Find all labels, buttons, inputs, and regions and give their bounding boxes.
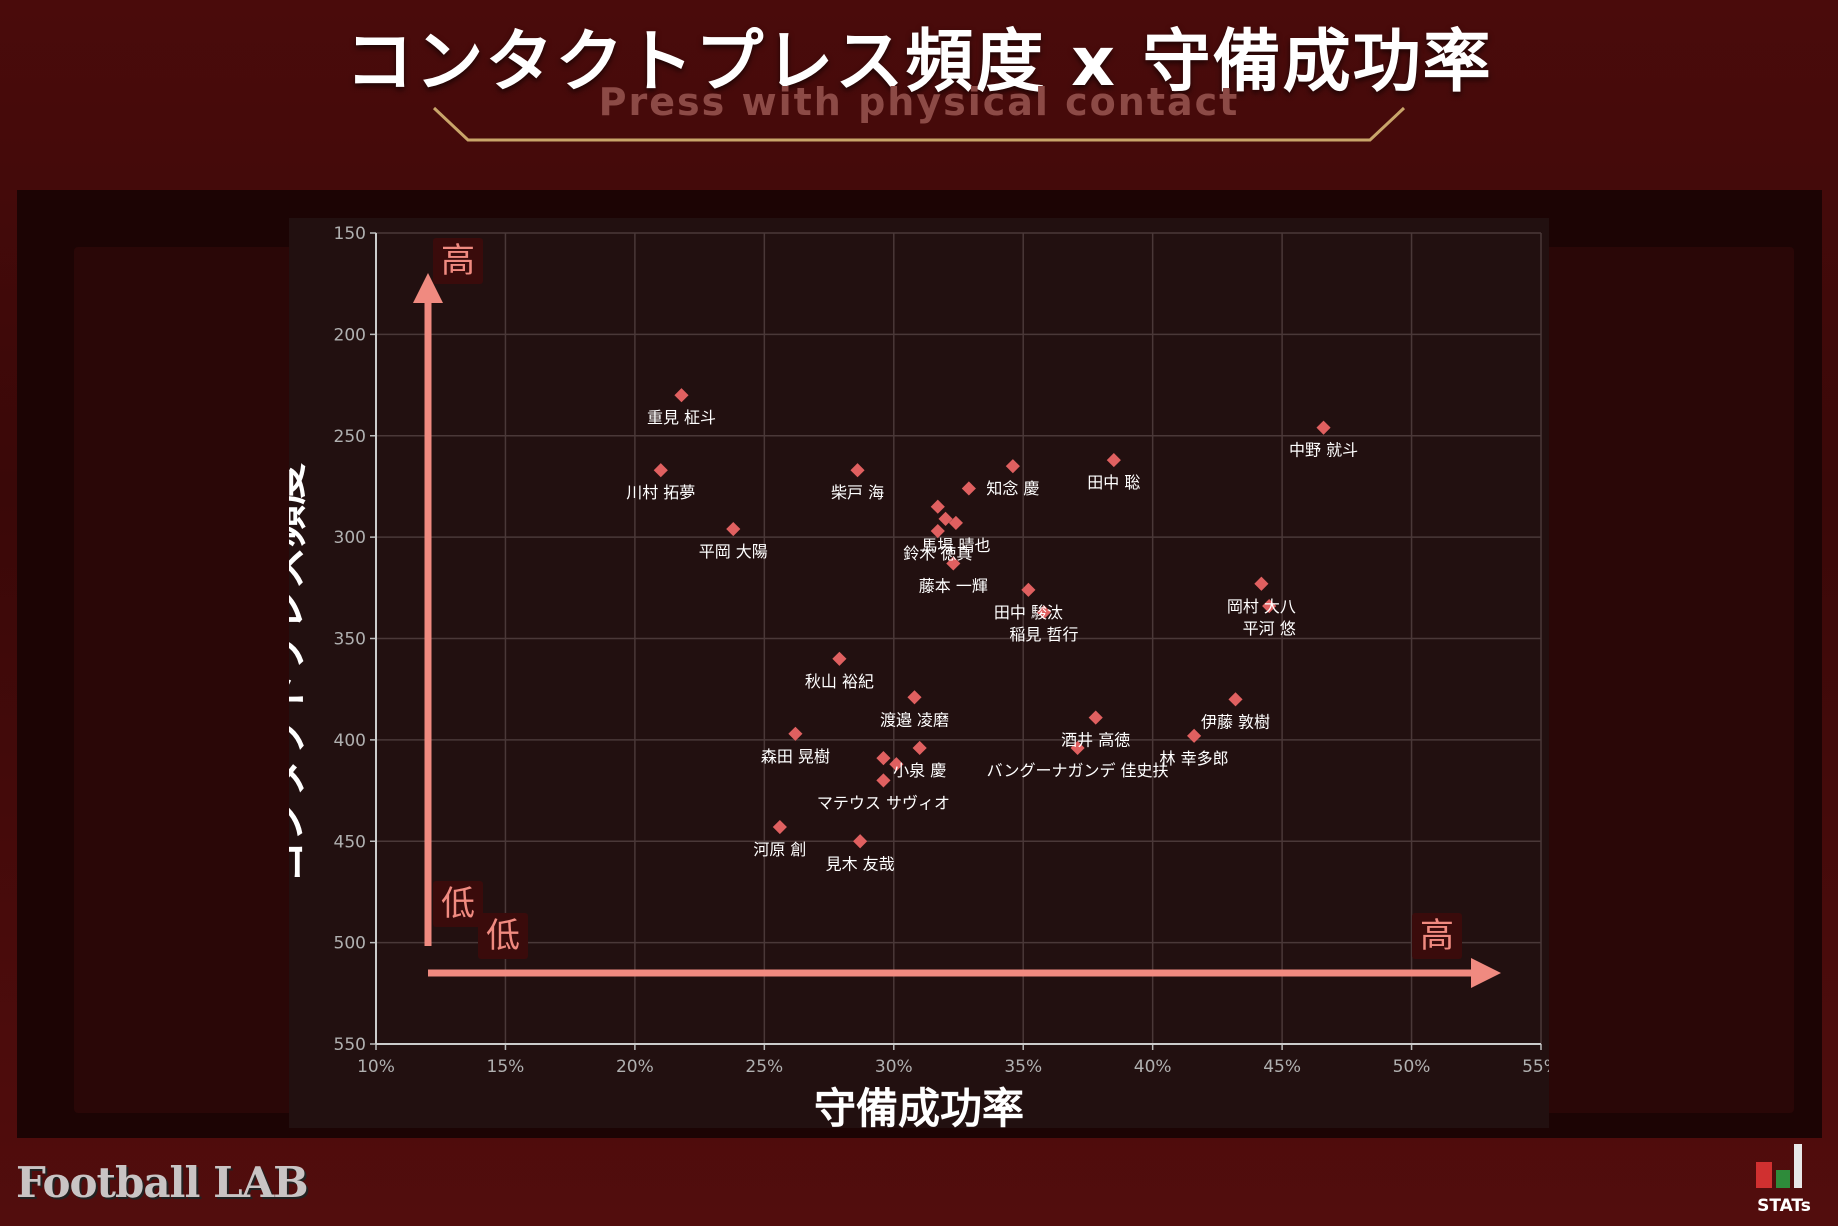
- x-tick-label: 45%: [1263, 1057, 1301, 1077]
- plot-background: [289, 218, 1549, 1128]
- data-point: [961, 481, 976, 496]
- y-axis-label: コンタクトプレス頻度: [289, 463, 311, 883]
- page-subtitle: Press with physical contact: [598, 80, 1240, 124]
- y-tick-label: 250: [334, 427, 366, 447]
- data-point-label: 稲見 哲行: [1009, 625, 1078, 644]
- data-point: [653, 463, 668, 478]
- data-point: [946, 556, 961, 571]
- data-point-label: 田中 聡: [1087, 473, 1140, 492]
- scatter-chart: 10% 15% 20% 25% 30% 35% 40% 45% 50% 55% 150 200 250 3…: [289, 218, 1549, 1133]
- y-high-label-box: [433, 238, 483, 284]
- stats-logo-label: STATs: [1757, 1196, 1811, 1216]
- x-tick-label: 15%: [487, 1057, 525, 1077]
- data-point: [948, 515, 963, 531]
- data-point: [930, 523, 945, 539]
- x-tick-label: 10%: [357, 1057, 395, 1077]
- y-tick-label: 400: [334, 731, 366, 751]
- data-point-label: 重見 柾斗: [647, 408, 716, 427]
- data-point-label: 林 幸多郎: [1160, 749, 1229, 768]
- data-point-label: バングーナガンデ 佳史扶: [987, 761, 1169, 780]
- data-point: [1228, 692, 1243, 707]
- y-high-label: 高: [441, 241, 475, 281]
- data-point: [938, 511, 953, 526]
- y-tick-label: 450: [334, 832, 366, 852]
- x-tick-label: 35%: [1004, 1057, 1042, 1077]
- data-point: [889, 757, 904, 772]
- x-tick-label: 55%: [1522, 1057, 1549, 1077]
- y-tick-label: 300: [334, 528, 366, 548]
- data-point: [674, 388, 689, 403]
- data-point-label: 伊藤 敦樹: [1201, 712, 1270, 731]
- y-tick-label: 500: [334, 934, 366, 954]
- stats-logo-icon: [1756, 1144, 1802, 1188]
- data-point: [853, 834, 868, 849]
- data-point-label: 田中 駿汰: [994, 603, 1063, 622]
- chart-axes: 10% 15% 20% 25% 30% 35% 40% 45% 50% 55% 150 200 250 3…: [334, 224, 1549, 1077]
- data-point-label: マテウス サヴィオ: [817, 793, 950, 812]
- data-point-label: 中野 就斗: [1289, 441, 1358, 460]
- data-point: [1021, 582, 1036, 597]
- x-low-label-box: [478, 913, 528, 959]
- data-point: [1316, 420, 1331, 435]
- data-point-label: 平岡 大陽: [699, 542, 768, 561]
- page-title: コンタクトプレス頻度 x 守備成功率: [345, 23, 1493, 102]
- x-axis-label: 守備成功率: [814, 1084, 1024, 1133]
- data-point: [726, 521, 741, 537]
- football-lab-logo: Football LAB: [16, 1158, 309, 1207]
- x-arrow-head: [1471, 958, 1501, 988]
- y-tick-label: 150: [334, 224, 366, 244]
- chart-points: [653, 388, 1331, 849]
- data-point: [1070, 740, 1085, 756]
- data-point: [1036, 605, 1052, 620]
- y-low-label: 低: [441, 884, 475, 924]
- data-point-label: 岡村 大八: [1227, 597, 1296, 616]
- x-tick-label: 50%: [1393, 1057, 1431, 1077]
- data-point-label: 藤本 一輝: [919, 576, 988, 595]
- x-tick-label: 30%: [875, 1057, 913, 1077]
- data-point-label: 渡邉 凌磨: [880, 710, 949, 729]
- data-point-label: 平河 悠: [1243, 619, 1296, 638]
- data-point: [876, 773, 891, 788]
- data-point-label: 柴戸 海: [831, 483, 884, 502]
- y-arrow-head: [413, 273, 443, 303]
- y-tick-label: 350: [334, 630, 366, 650]
- data-point: [1187, 728, 1202, 743]
- x-low-label: 低: [486, 916, 520, 956]
- data-point-label: 見木 友哉: [826, 854, 895, 873]
- data-point-label: 秋山 裕紀: [805, 672, 874, 691]
- x-tick-label: 25%: [745, 1057, 783, 1077]
- y-low-label-box: [433, 881, 483, 927]
- title-underline-decoration: [432, 106, 1406, 142]
- data-point: [930, 499, 945, 514]
- x-tick-label: 40%: [1134, 1057, 1172, 1077]
- data-point: [1005, 459, 1020, 474]
- y-tick-label: 200: [334, 325, 366, 345]
- data-point: [876, 751, 891, 766]
- x-tick-label: 20%: [616, 1057, 654, 1077]
- data-point-label: 小泉 慶: [893, 761, 946, 780]
- data-point: [907, 690, 922, 705]
- x-high-label-box: [1412, 913, 1462, 959]
- data-point-label: 河原 創: [753, 840, 806, 859]
- data-point: [912, 740, 927, 756]
- data-point-label: 鈴木 徳真: [903, 544, 972, 563]
- data-point-label: 酒井 高徳: [1061, 731, 1130, 750]
- data-point-label: 知念 慶: [986, 479, 1039, 498]
- data-point-label: 馬場 晴也: [921, 536, 990, 555]
- y-tick-label: 550: [334, 1035, 366, 1055]
- chart-arrows: 高低低高: [413, 238, 1501, 988]
- data-point: [1254, 576, 1269, 591]
- data-point: [832, 651, 847, 666]
- data-point: [850, 463, 865, 478]
- x-high-label: 高: [1420, 916, 1454, 956]
- data-point-label: 森田 晃樹: [761, 747, 830, 766]
- data-point-label: 川村 拓夢: [626, 483, 695, 502]
- data-point: [772, 819, 787, 835]
